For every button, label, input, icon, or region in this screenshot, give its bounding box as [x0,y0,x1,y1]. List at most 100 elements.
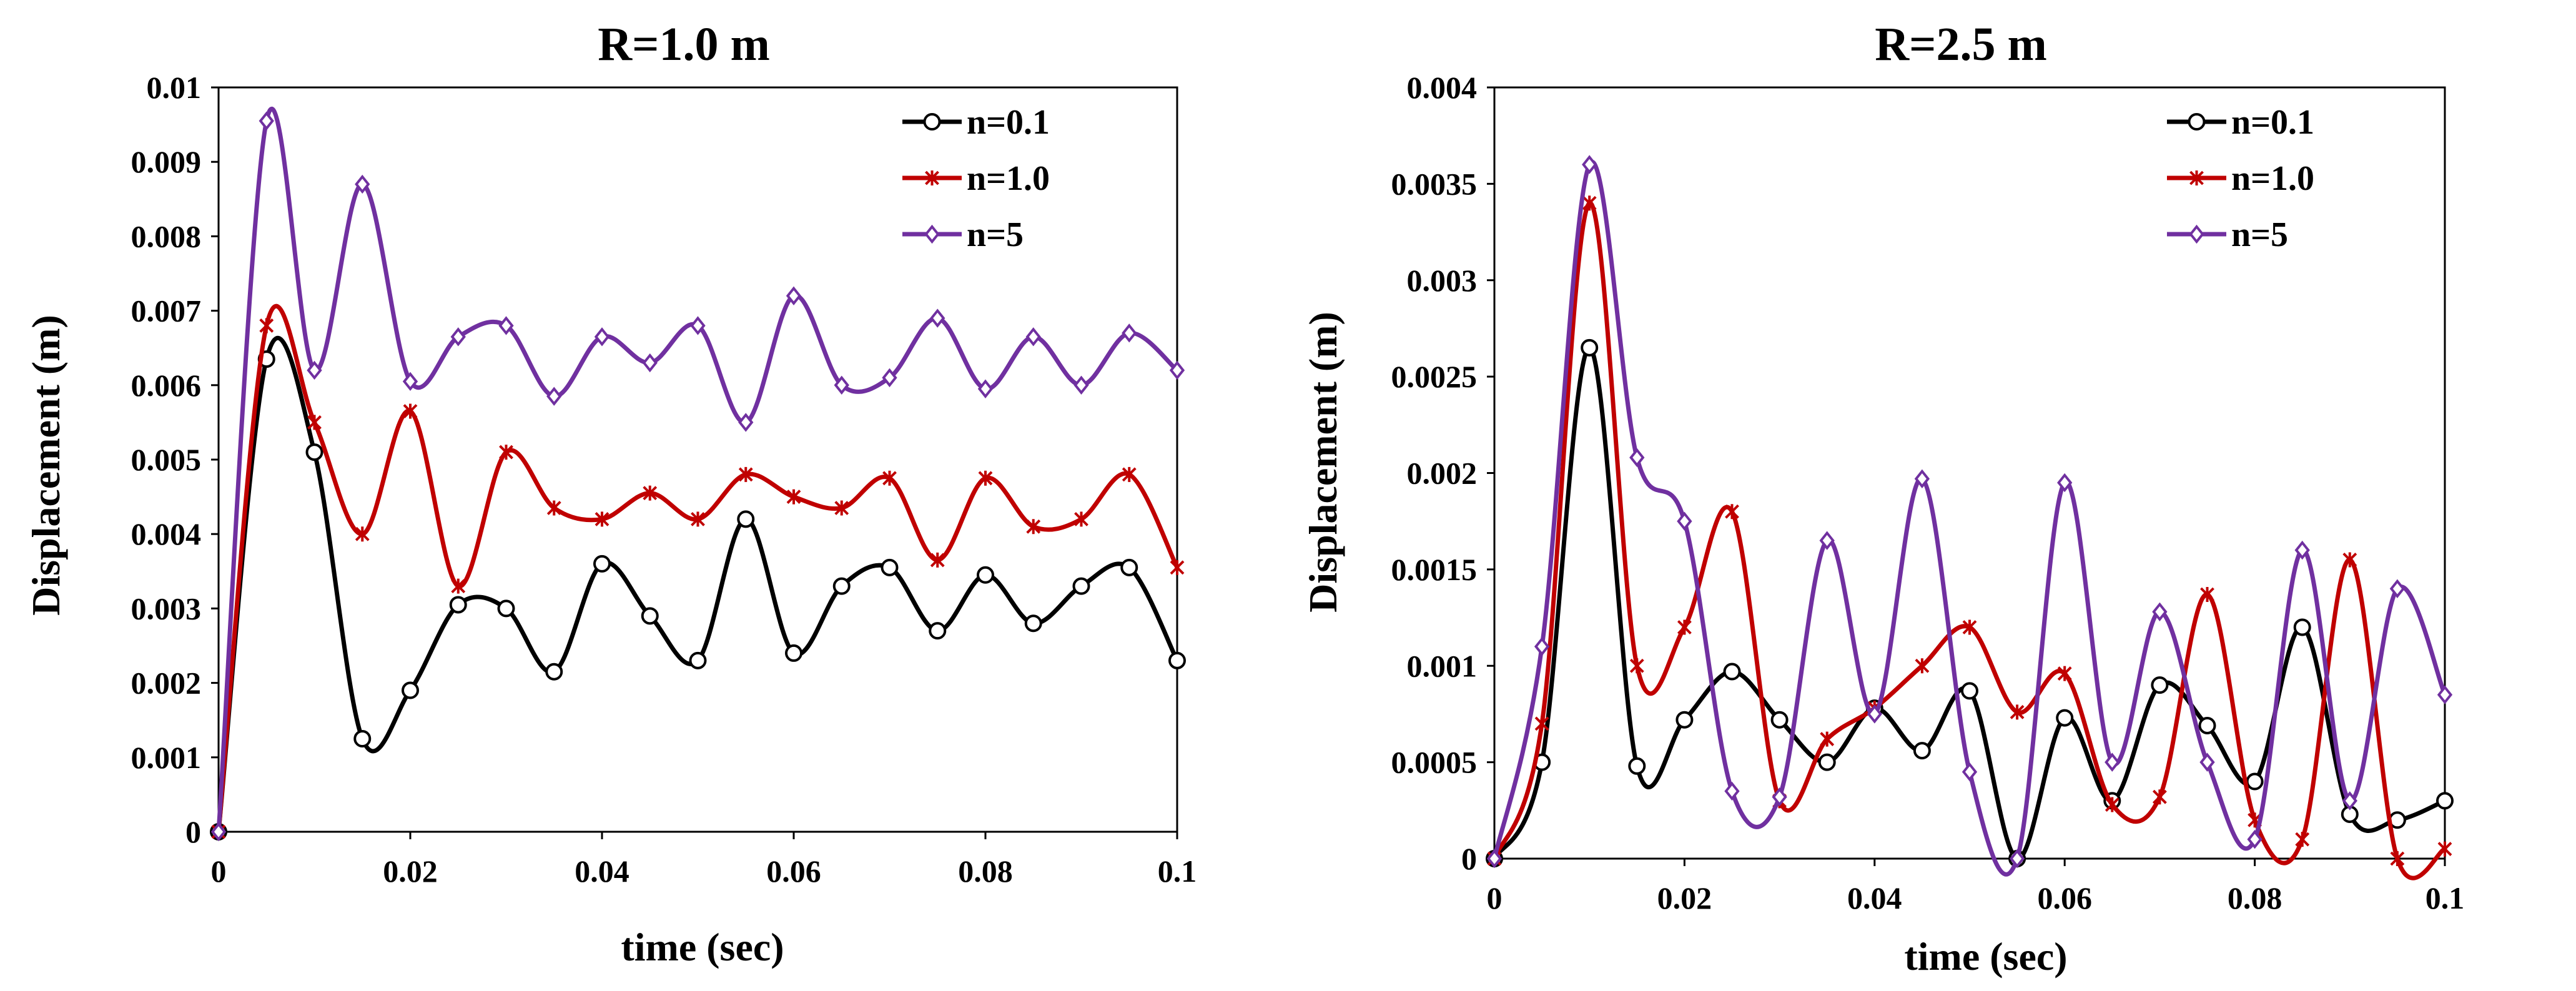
data-point [786,489,801,505]
x-tick-label: 0 [211,854,227,889]
data-point [402,681,419,699]
data-point [355,174,370,194]
data-point [1913,742,1931,760]
series-n-5 [210,106,1185,842]
data-point [2198,716,2216,734]
x-axis-label: time (sec) [621,925,784,969]
data-point [1677,511,1692,531]
data-point [498,316,514,335]
x-tick-label: 0.02 [383,854,438,889]
data-point [929,622,947,640]
data-point [834,375,849,395]
data-point [738,466,753,482]
series-line [216,303,1180,834]
data-point [1962,619,1977,635]
data-point [2105,752,2120,772]
series-line [1492,345,2447,861]
data-point [497,599,515,618]
data-point [449,596,467,614]
chart-r-2-5: R=2.5 m Displacement (m) time (sec) 0 0.0… [1301,18,2464,979]
legend-label: n=5 [2231,215,2288,254]
data-point [2342,791,2357,811]
y-axis-label: Displacement (m) [1301,312,1345,613]
data-point [834,500,849,516]
data-point [1818,753,1836,771]
data-point [2152,789,2167,805]
data-point [2437,841,2452,857]
legend-entry: n=0.1 [2167,103,2314,142]
data-point [1582,155,1597,174]
series-n-1-0 [211,303,1185,839]
y-tick-label: 0.002 [131,666,202,701]
y-tick-label: 0 [185,814,201,849]
data-point [595,511,609,527]
data-point [930,308,945,328]
x-tick-label: 0.04 [575,854,629,889]
y-tick-label: 0.005 [131,442,202,477]
x-tick-label: 0.1 [1158,854,1197,889]
legend-entry: n=5 [902,215,1024,254]
data-point [1629,448,1645,468]
data-point [738,413,754,432]
data-point [2437,685,2453,704]
y-tick-label: 0.008 [131,219,202,254]
data-point [1820,731,1835,747]
data-point [499,445,513,460]
data-point [643,485,658,501]
legend-marker [925,170,939,185]
legend-entry: n=0.1 [902,103,1050,142]
y-tick-label: 0.004 [131,516,202,551]
data-point [881,558,899,576]
data-point [1534,637,1550,656]
y-tick-label: 0.0025 [1391,359,1478,394]
data-point [1819,531,1835,550]
data-point [259,318,274,333]
data-point [1120,558,1138,576]
y-tick-label: 0.001 [131,740,202,775]
data-point [1122,323,1137,343]
data-point [2293,618,2311,636]
data-point [1867,704,1882,724]
chart-r-1-0: R=1.0 m Displacement (m) time (sec) 0 0.0… [24,18,1197,969]
y-tick-label: 0.0015 [1391,552,1478,587]
legend-marker [2189,224,2204,244]
legend-entry: n=1.0 [2167,159,2314,198]
x-tick-label: 0.02 [1657,880,1712,915]
legend-label: n=0.1 [2231,103,2314,142]
legend-label: n=1.0 [2231,159,2314,198]
legend-entry: n=5 [2167,215,2288,254]
data-point [593,555,611,573]
data-point [2389,579,2406,598]
data-point [594,327,610,347]
legend-label: n=0.1 [967,103,1050,142]
series-n-0-1 [210,336,1186,841]
x-tick-label: 0.04 [1847,880,1902,915]
y-tick-label: 0.004 [1407,70,1478,105]
data-point [1581,338,1599,357]
data-point [1024,614,1042,633]
data-point [2246,772,2264,791]
y-tick-label: 0.002 [1407,456,1478,491]
data-point [1170,560,1185,575]
series-line [216,106,1180,834]
legend-marker [2189,170,2204,185]
data-point [2342,552,2357,568]
plot-frame [217,86,1178,833]
data-point [2294,540,2310,560]
data-point [1723,663,1741,681]
data-point [689,651,707,669]
data-point [1725,504,1739,520]
data-point [2057,666,2072,681]
data-point [546,500,561,516]
data-point [545,663,563,681]
data-point [451,578,466,594]
y-tick-label: 0.003 [1407,263,1478,298]
data-point [1914,469,1930,488]
legend-marker [924,224,940,244]
data-point [832,577,851,595]
data-point [1025,327,1041,347]
data-point [1677,619,1692,635]
y-tick-label: 0 [1461,841,1477,876]
x-tick-label: 0.06 [766,854,821,889]
data-point [450,327,466,347]
